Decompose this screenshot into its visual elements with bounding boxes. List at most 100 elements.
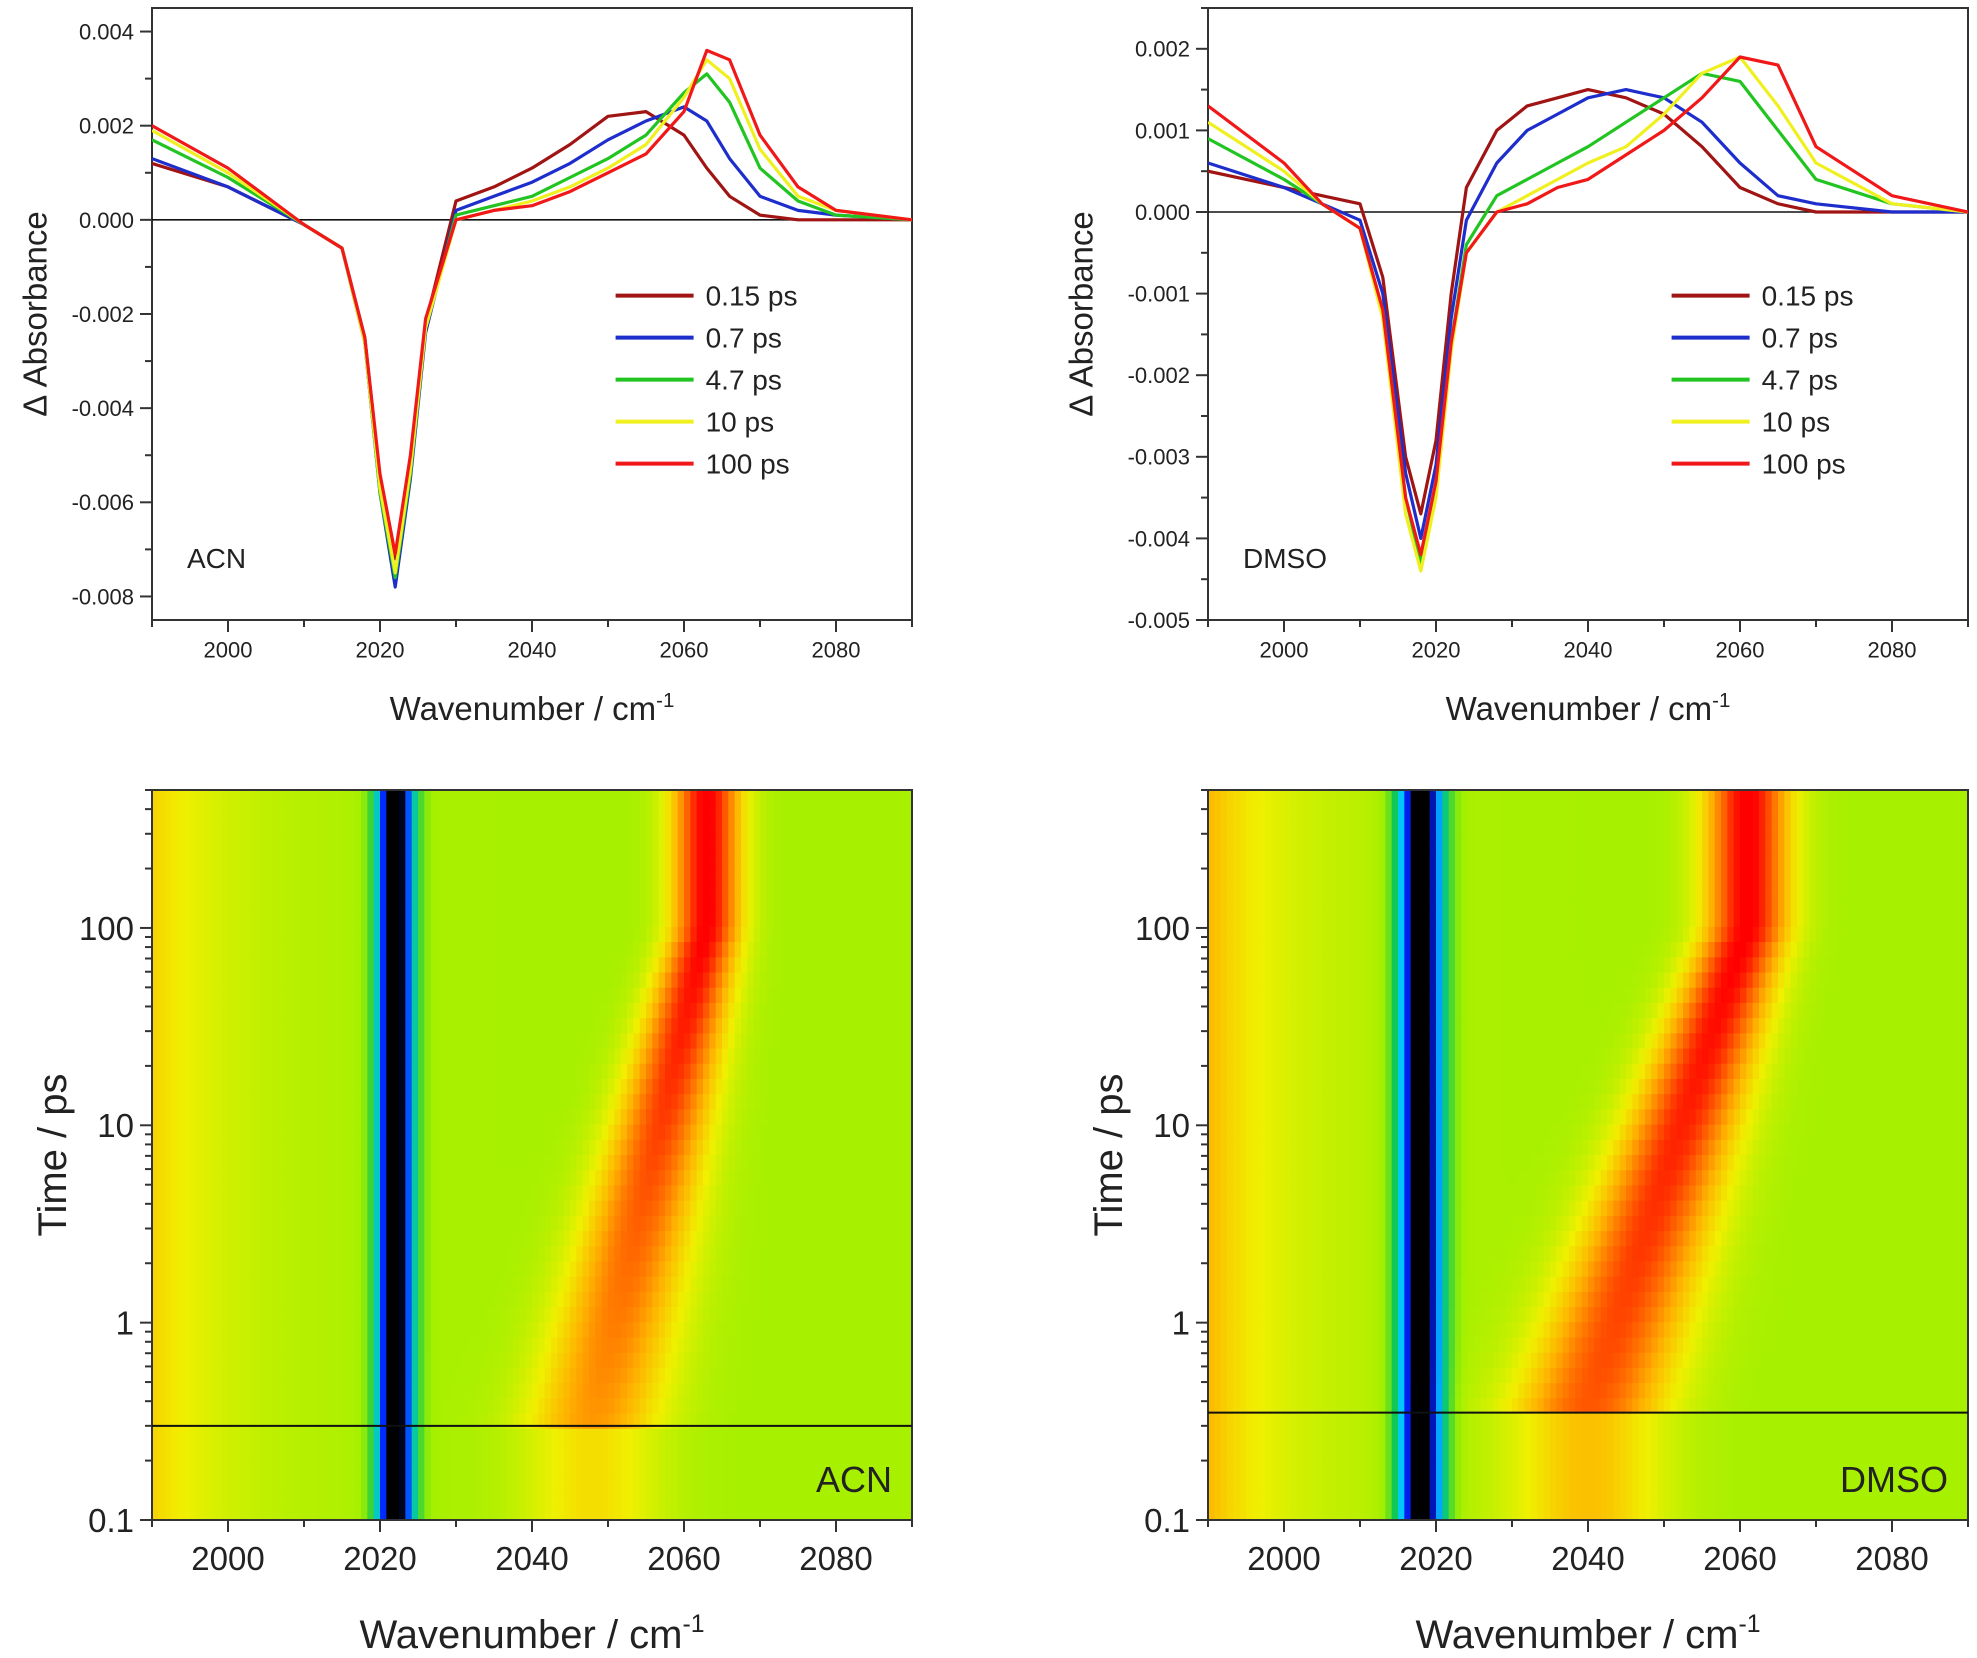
heatmap-cell [430, 1337, 438, 1354]
heatmap-cell [500, 1276, 508, 1293]
heatmap-cell [329, 805, 337, 822]
heatmap-cell [506, 1185, 514, 1202]
heatmap-cell [804, 820, 812, 837]
heatmap-cell [506, 1261, 514, 1278]
heatmap-cell [481, 1109, 489, 1126]
heatmap-cell [665, 1367, 672, 1384]
heatmap-cell [253, 1170, 261, 1187]
heatmap-cell [183, 881, 191, 898]
heatmap-cell [779, 1367, 786, 1384]
heatmap-cell [684, 1185, 691, 1202]
heatmap-cell [259, 1155, 267, 1171]
heatmap-cell [798, 1170, 805, 1187]
heatmap-cell [449, 1398, 457, 1415]
heatmap-cell [677, 820, 685, 837]
heatmap-cell [867, 942, 875, 958]
heatmap-cell [266, 972, 273, 989]
heatmap-cell [665, 911, 672, 928]
heatmap-cell [639, 1155, 647, 1171]
heatmap-cell [462, 790, 470, 806]
heatmap-cell [728, 1002, 736, 1019]
heatmap-cell [297, 1261, 305, 1278]
heatmap-cell [684, 957, 691, 974]
heatmap-cell [798, 1002, 805, 1019]
heatmap-cell [190, 881, 197, 898]
heatmap-cell [810, 835, 818, 852]
heatmap-cell [646, 987, 653, 1004]
heatmap-cell [177, 1322, 185, 1339]
heatmap-cell [424, 1200, 432, 1217]
heatmap-cell [373, 1246, 381, 1263]
heatmap-cell [595, 1383, 603, 1399]
heatmap-cell [836, 1276, 843, 1293]
heatmap-cell [380, 987, 387, 1004]
heatmap-cell [354, 1322, 362, 1339]
heatmap-cell [215, 1215, 223, 1232]
heatmap-cell [449, 1155, 457, 1171]
heatmap-cell [316, 1033, 324, 1050]
heatmap-cell [627, 866, 634, 882]
heatmap-cell [614, 1367, 622, 1384]
heatmap-cell [544, 1322, 552, 1339]
heatmap-cell [576, 911, 584, 928]
heatmap-cell [886, 1124, 894, 1141]
heatmap-cell [880, 1276, 888, 1293]
heatmap-cell [715, 1124, 723, 1141]
heatmap-cell [563, 1155, 571, 1171]
heatmap-cell [639, 1048, 647, 1065]
heatmap-cell [627, 850, 634, 867]
heatmap-cell [285, 987, 292, 1004]
heatmap-cell [823, 850, 831, 867]
heatmap-cell [551, 1139, 558, 1156]
heatmap-cell [760, 1109, 767, 1126]
heatmap-cell [386, 896, 394, 913]
heatmap-cell [348, 1185, 356, 1202]
heatmap-cell [715, 1246, 723, 1263]
heatmap-cell [152, 1291, 159, 1308]
heatmap-cell [424, 790, 432, 806]
heatmap-cell [304, 850, 311, 867]
heatmap-cell [684, 1018, 691, 1034]
heatmap-cell [468, 1398, 476, 1415]
heatmap-cell [772, 1002, 780, 1019]
heatmap-cell [696, 942, 704, 958]
heatmap-cell [690, 1018, 698, 1034]
heatmap-cell [855, 1291, 862, 1308]
heatmap-cell [399, 1018, 406, 1034]
heatmap-cell [285, 896, 292, 913]
heatmap-cell [443, 911, 451, 928]
heatmap-cell [703, 1002, 710, 1019]
heatmap-cell [595, 911, 603, 928]
heatmap-cell [791, 972, 799, 989]
heatmap-cell [608, 1048, 615, 1065]
heatmap-cell [722, 1246, 729, 1263]
heatmap-cell [570, 942, 577, 958]
heatmap-cell [836, 1139, 843, 1156]
heatmap-cell [544, 1002, 552, 1019]
heatmap-cell [234, 942, 242, 958]
heatmap-cell [196, 1276, 204, 1293]
heatmap-cell [532, 1124, 539, 1141]
heatmap-cell [354, 1033, 362, 1050]
heatmap-cell [614, 926, 622, 943]
heatmap-cell [614, 850, 622, 867]
heatmap-cell [430, 1291, 438, 1308]
heatmap-cell [253, 1063, 261, 1080]
heatmap-cell [164, 1383, 172, 1399]
heatmap-cell [304, 911, 311, 928]
heatmap-cell [462, 805, 470, 822]
heatmap-cell [696, 850, 704, 867]
heatmap-cell [861, 1094, 869, 1110]
heatmap-cell [209, 1276, 216, 1293]
heatmap-cell [456, 1139, 463, 1156]
heatmap-cell [310, 942, 318, 958]
heatmap-cell [342, 805, 349, 822]
heatmap-cell [285, 926, 292, 943]
heatmap-cell [690, 1109, 698, 1126]
heatmap-cell [614, 942, 622, 958]
heatmap-cell [411, 1261, 419, 1278]
heatmap-cell [551, 1048, 558, 1065]
heatmap-cell [462, 896, 470, 913]
heatmap-cell [848, 820, 856, 837]
heatmap-cell [791, 1063, 799, 1080]
